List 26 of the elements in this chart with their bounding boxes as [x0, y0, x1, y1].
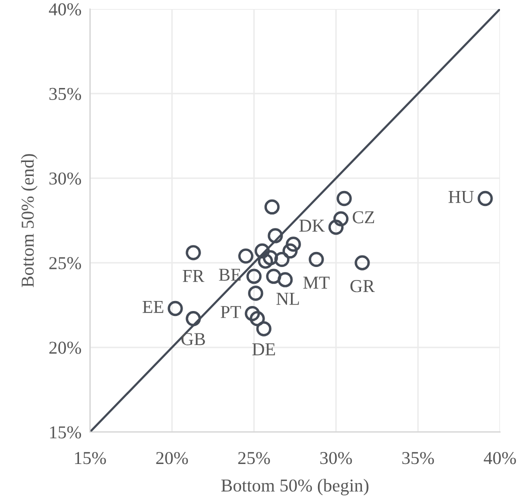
y-tick-label: 35%: [49, 88, 82, 100]
annotation: NL: [276, 292, 299, 305]
annotation: PT: [220, 306, 241, 318]
annotation: GB: [182, 333, 205, 346]
x-tick-label: 35%: [402, 452, 434, 464]
annotation: CZ: [352, 211, 374, 224]
annotation: HU: [448, 191, 474, 204]
x-tick-label: 25%: [238, 452, 270, 464]
y-tick-label: 20%: [49, 342, 82, 354]
y-tick-label: 25%: [49, 257, 82, 270]
y-tick-label: 40%: [48, 3, 82, 16]
y-tick-label: 15%: [50, 426, 82, 438]
x-tick-label: 15%: [75, 452, 106, 464]
y-tick-label: 30%: [49, 172, 82, 185]
annotation: FR: [182, 270, 204, 282]
x-tick-label: 20%: [156, 452, 188, 464]
annotation: EE: [142, 301, 164, 313]
x-axis-title: Bottom 50% (begin): [221, 478, 368, 496]
annotation: BE: [218, 268, 241, 281]
annotation: GR: [350, 280, 375, 292]
annotation: DE: [252, 343, 275, 356]
y-axis-title: Bottom 50% (end): [21, 154, 38, 288]
x-tick-label: 40%: [484, 452, 516, 464]
x-tick-label: 30%: [320, 452, 352, 464]
annotation: MT: [303, 276, 330, 289]
annotation: DK: [299, 220, 325, 232]
